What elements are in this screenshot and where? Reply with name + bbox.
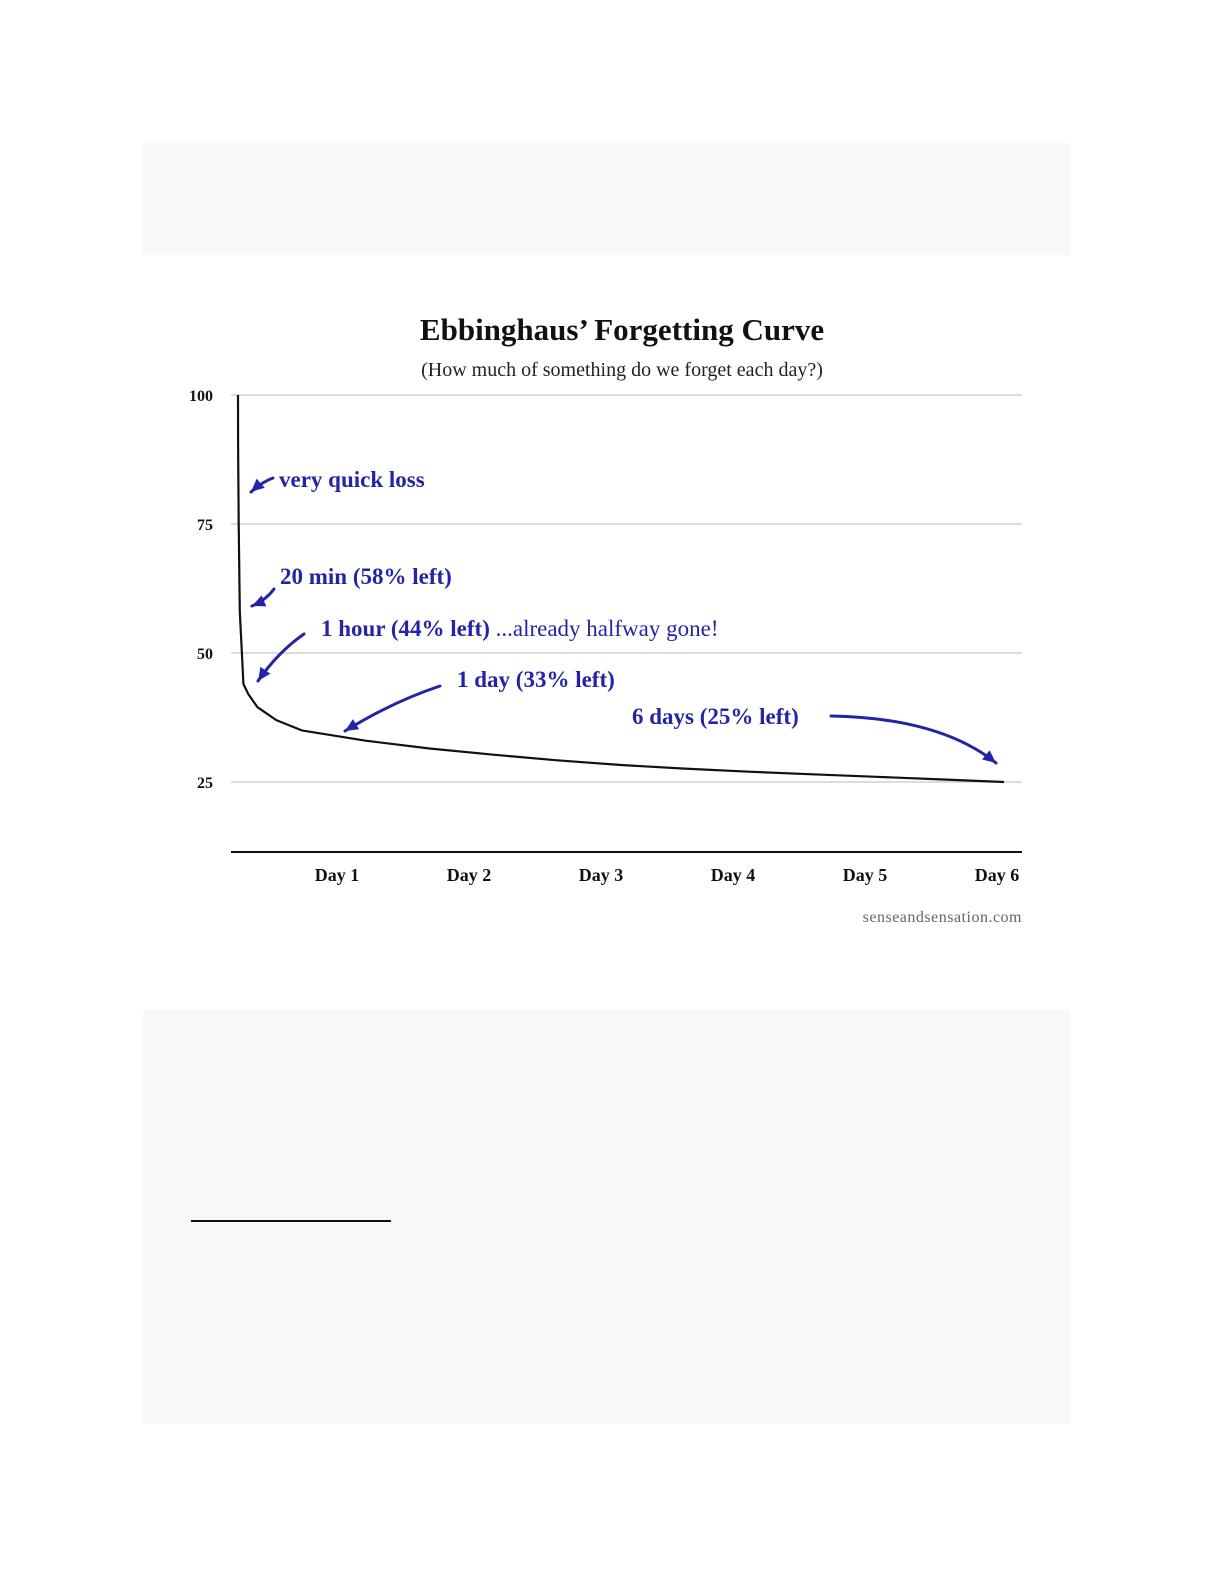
y-axis-ticks: 100 75 50 25 bbox=[189, 388, 213, 792]
x-tick-label: Day 3 bbox=[579, 865, 624, 885]
annotation-label: 6 days (25% left) bbox=[632, 704, 799, 729]
chart-subtitle: (How much of something do we forget each… bbox=[421, 359, 823, 381]
annotation-arrowhead bbox=[345, 719, 360, 731]
source-credit: senseandsensation.com bbox=[863, 909, 1022, 926]
x-tick-label: Day 6 bbox=[975, 865, 1020, 885]
y-tick-label: 100 bbox=[189, 388, 213, 405]
annotation-arrowhead bbox=[982, 750, 996, 763]
annotation-arrowhead bbox=[258, 666, 271, 681]
annotation-label: 20 min (58% left) bbox=[280, 564, 452, 589]
x-tick-label: Day 1 bbox=[315, 865, 360, 885]
annotation-quick: very quick loss bbox=[249, 467, 425, 494]
annotation-label: 1 day (33% left) bbox=[457, 667, 615, 692]
annotation-min20: 20 min (58% left) bbox=[250, 564, 452, 608]
forgetting-curve-line bbox=[236, 394, 1005, 784]
x-tick-label: Day 4 bbox=[711, 865, 756, 885]
bottom-gray-band bbox=[143, 1010, 1070, 1424]
top-gray-band bbox=[143, 143, 1070, 255]
y-tick-label: 75 bbox=[197, 517, 213, 534]
annotation-days6: 6 days (25% left) bbox=[632, 704, 998, 765]
annotation-label: 1 hour (44% left) ...already halfway gon… bbox=[321, 616, 719, 641]
annotation-arrowhead bbox=[251, 478, 265, 492]
y-tick-label: 25 bbox=[197, 775, 213, 792]
annotation-arrowhead bbox=[252, 595, 267, 607]
forgetting-curve-series bbox=[236, 394, 1005, 784]
annotations: very quick loss 20 min (58% left) 1 hour (… bbox=[249, 467, 998, 765]
chart-title: Ebbinghaus’ Forgetting Curve bbox=[420, 312, 824, 347]
x-tick-label: Day 2 bbox=[447, 865, 492, 885]
x-tick-label: Day 5 bbox=[843, 865, 888, 885]
x-axis-ticks: Day 1 Day 2 Day 3 Day 4 Day 5 Day 6 bbox=[315, 865, 1020, 885]
grid-lines bbox=[231, 394, 1022, 853]
annotation-label: very quick loss bbox=[279, 467, 425, 492]
annotation-arrow-shaft bbox=[829, 714, 998, 765]
y-tick-label: 50 bbox=[197, 646, 213, 663]
footnote-rule bbox=[191, 1220, 391, 1222]
annotation-arrow-shaft bbox=[343, 684, 442, 733]
annotation-day1: 1 day (33% left) bbox=[343, 667, 615, 733]
forgetting-curve-chart: Ebbinghaus’ Forgetting Curve (How much o… bbox=[189, 312, 1022, 926]
annotation-hour1: 1 hour (44% left) ...already halfway gon… bbox=[256, 616, 719, 683]
